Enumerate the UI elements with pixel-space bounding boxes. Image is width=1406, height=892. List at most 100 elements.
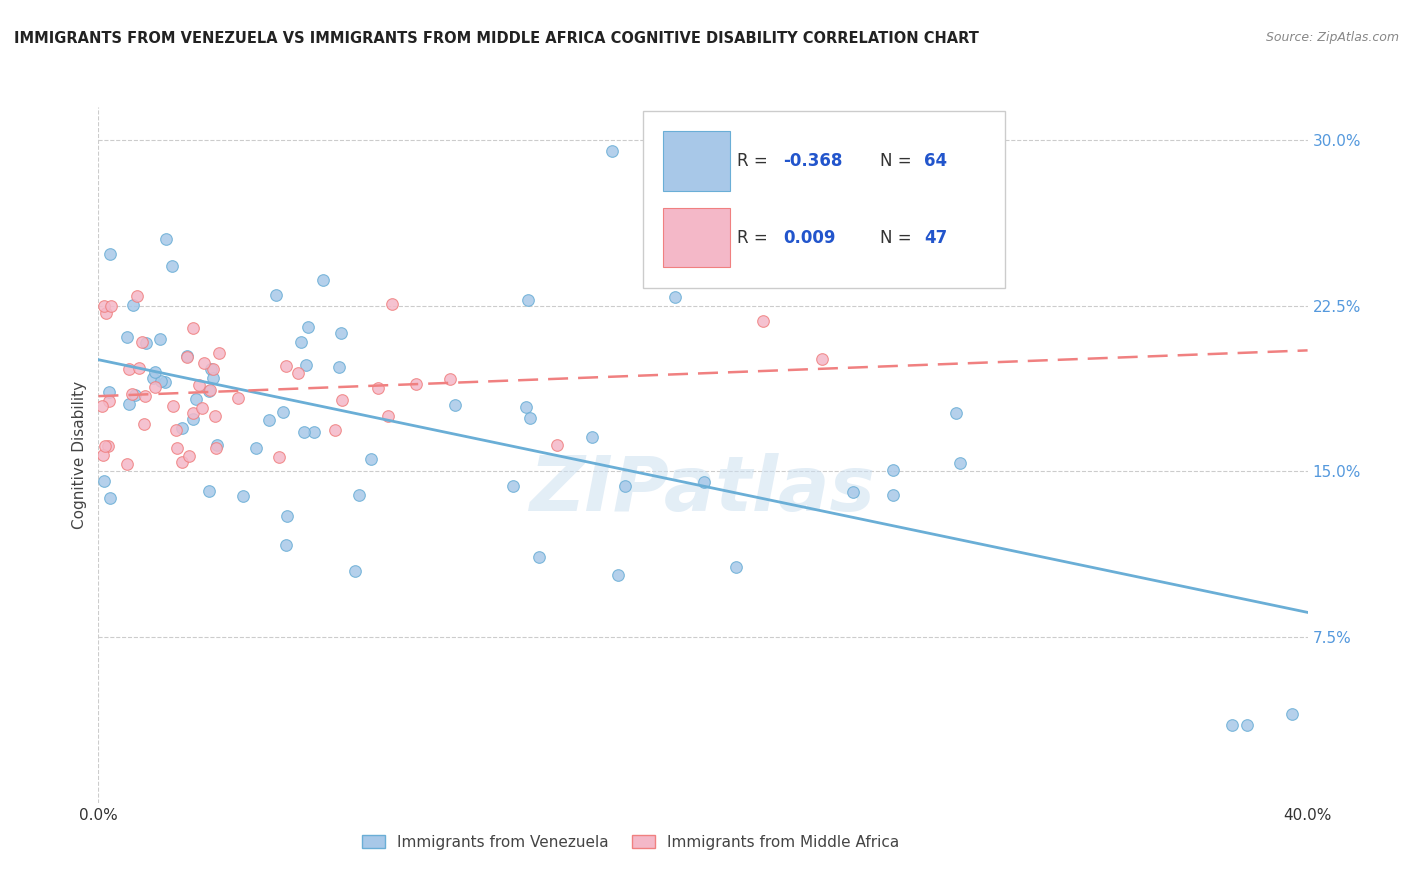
- Point: [502, 479, 524, 493]
- Point: [165, 423, 187, 437]
- Point: [94, 439, 117, 453]
- Point: [170, 454, 193, 468]
- Point: [198, 384, 221, 398]
- Point: [128, 360, 150, 375]
- Point: [276, 509, 298, 524]
- Point: [186, 392, 208, 406]
- Point: [515, 401, 537, 415]
- Point: [842, 484, 865, 499]
- Point: [266, 287, 288, 301]
- Point: [155, 231, 177, 245]
- Point: [328, 359, 350, 374]
- Point: [149, 332, 172, 346]
- Text: 0.009: 0.009: [783, 229, 835, 247]
- Point: [162, 259, 184, 273]
- Point: [405, 376, 427, 391]
- Point: [93, 474, 115, 488]
- FancyBboxPatch shape: [643, 111, 1005, 288]
- Point: [377, 409, 399, 423]
- Point: [143, 380, 166, 394]
- Point: [329, 326, 352, 341]
- Point: [292, 425, 315, 439]
- Y-axis label: Cognitive Disability: Cognitive Disability: [72, 381, 87, 529]
- Point: [91, 449, 114, 463]
- Point: [232, 489, 254, 503]
- Point: [226, 391, 249, 405]
- Point: [290, 335, 312, 350]
- Point: [1220, 718, 1243, 732]
- Point: [287, 366, 309, 380]
- Legend: Immigrants from Venezuela, Immigrants from Middle Africa: Immigrants from Venezuela, Immigrants fr…: [357, 830, 904, 855]
- Text: -0.368: -0.368: [783, 153, 842, 170]
- Point: [181, 406, 204, 420]
- Point: [94, 306, 117, 320]
- Point: [149, 374, 172, 388]
- Text: 64: 64: [924, 153, 948, 170]
- Point: [162, 399, 184, 413]
- Text: R =: R =: [737, 229, 773, 247]
- Point: [347, 488, 370, 502]
- Point: [267, 450, 290, 464]
- Point: [273, 405, 295, 419]
- Point: [179, 449, 201, 463]
- Point: [142, 371, 165, 385]
- Point: [613, 479, 636, 493]
- Point: [295, 358, 318, 372]
- Point: [367, 381, 389, 395]
- Point: [360, 451, 382, 466]
- Point: [100, 299, 122, 313]
- Point: [115, 330, 138, 344]
- Point: [153, 375, 176, 389]
- Point: [118, 361, 141, 376]
- Point: [602, 145, 624, 159]
- Point: [529, 550, 551, 565]
- Point: [945, 406, 967, 420]
- Point: [259, 413, 281, 427]
- Point: [122, 298, 145, 312]
- Point: [344, 565, 367, 579]
- Text: 47: 47: [924, 229, 948, 247]
- Point: [517, 293, 540, 307]
- Point: [332, 393, 354, 408]
- Point: [882, 463, 904, 477]
- Point: [121, 387, 143, 401]
- Point: [949, 456, 972, 470]
- Point: [202, 371, 225, 385]
- Point: [208, 346, 231, 360]
- Point: [117, 397, 139, 411]
- FancyBboxPatch shape: [664, 131, 730, 191]
- Point: [143, 365, 166, 379]
- Point: [245, 441, 267, 455]
- Point: [725, 559, 748, 574]
- Point: [546, 438, 568, 452]
- FancyBboxPatch shape: [664, 208, 730, 267]
- Point: [274, 538, 297, 552]
- Point: [692, 475, 714, 490]
- Point: [581, 430, 603, 444]
- Point: [1281, 707, 1303, 722]
- Text: R =: R =: [737, 153, 773, 170]
- Point: [176, 349, 198, 363]
- Point: [202, 362, 225, 376]
- Point: [125, 288, 148, 302]
- Point: [325, 423, 347, 437]
- Point: [135, 336, 157, 351]
- Point: [205, 441, 228, 455]
- Text: Source: ZipAtlas.com: Source: ZipAtlas.com: [1265, 31, 1399, 45]
- Point: [197, 384, 219, 399]
- Point: [115, 457, 138, 471]
- Point: [176, 350, 198, 364]
- Point: [132, 417, 155, 432]
- Point: [444, 398, 467, 412]
- Point: [312, 273, 335, 287]
- Point: [124, 387, 146, 401]
- Text: ZIPatlas: ZIPatlas: [530, 453, 876, 526]
- Point: [98, 393, 121, 408]
- Point: [607, 568, 630, 582]
- Text: N =: N =: [880, 229, 917, 247]
- Point: [811, 352, 834, 367]
- Point: [439, 372, 461, 386]
- Point: [1236, 718, 1258, 732]
- Point: [191, 401, 214, 415]
- Point: [882, 488, 904, 502]
